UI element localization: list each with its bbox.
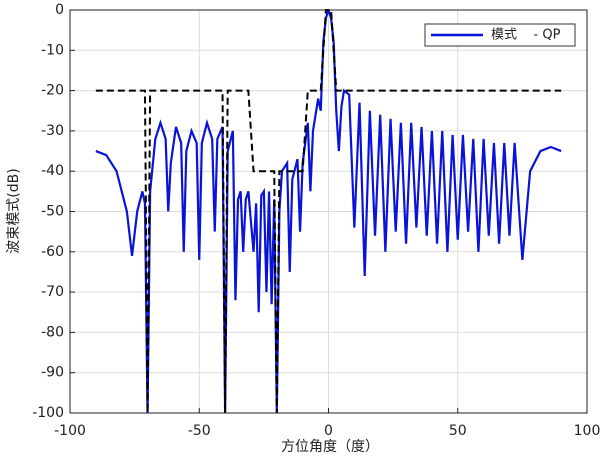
legend-box <box>424 23 576 47</box>
y-tick-label: -60 <box>41 244 64 260</box>
legend-label: 模式 - QP <box>491 28 561 43</box>
y-axis-label: 波束模式(dB) <box>6 168 22 253</box>
y-tick-label: -10 <box>41 42 64 58</box>
x-tick-label: 0 <box>324 423 333 439</box>
axes-frame <box>69 9 588 414</box>
series-line <box>95 9 562 414</box>
y-tick-label: -30 <box>41 123 64 139</box>
x-tick-label: -100 <box>54 423 86 439</box>
series-line <box>95 9 562 414</box>
y-tick-label: -20 <box>41 83 64 99</box>
x-tick-label: 100 <box>574 423 601 439</box>
x-tick-label: -50 <box>188 423 211 439</box>
y-tick-label: -80 <box>41 324 64 340</box>
x-tick-label: 50 <box>449 423 467 439</box>
y-tick-label: 0 <box>55 2 64 18</box>
y-tick-label: -90 <box>41 365 64 381</box>
x-axis-label: 方位角度（度） <box>281 439 379 455</box>
y-tick-label: -40 <box>41 163 64 179</box>
y-tick-label: -100 <box>32 405 64 421</box>
y-tick-label: -70 <box>41 284 64 300</box>
y-tick-label: -50 <box>41 204 64 220</box>
